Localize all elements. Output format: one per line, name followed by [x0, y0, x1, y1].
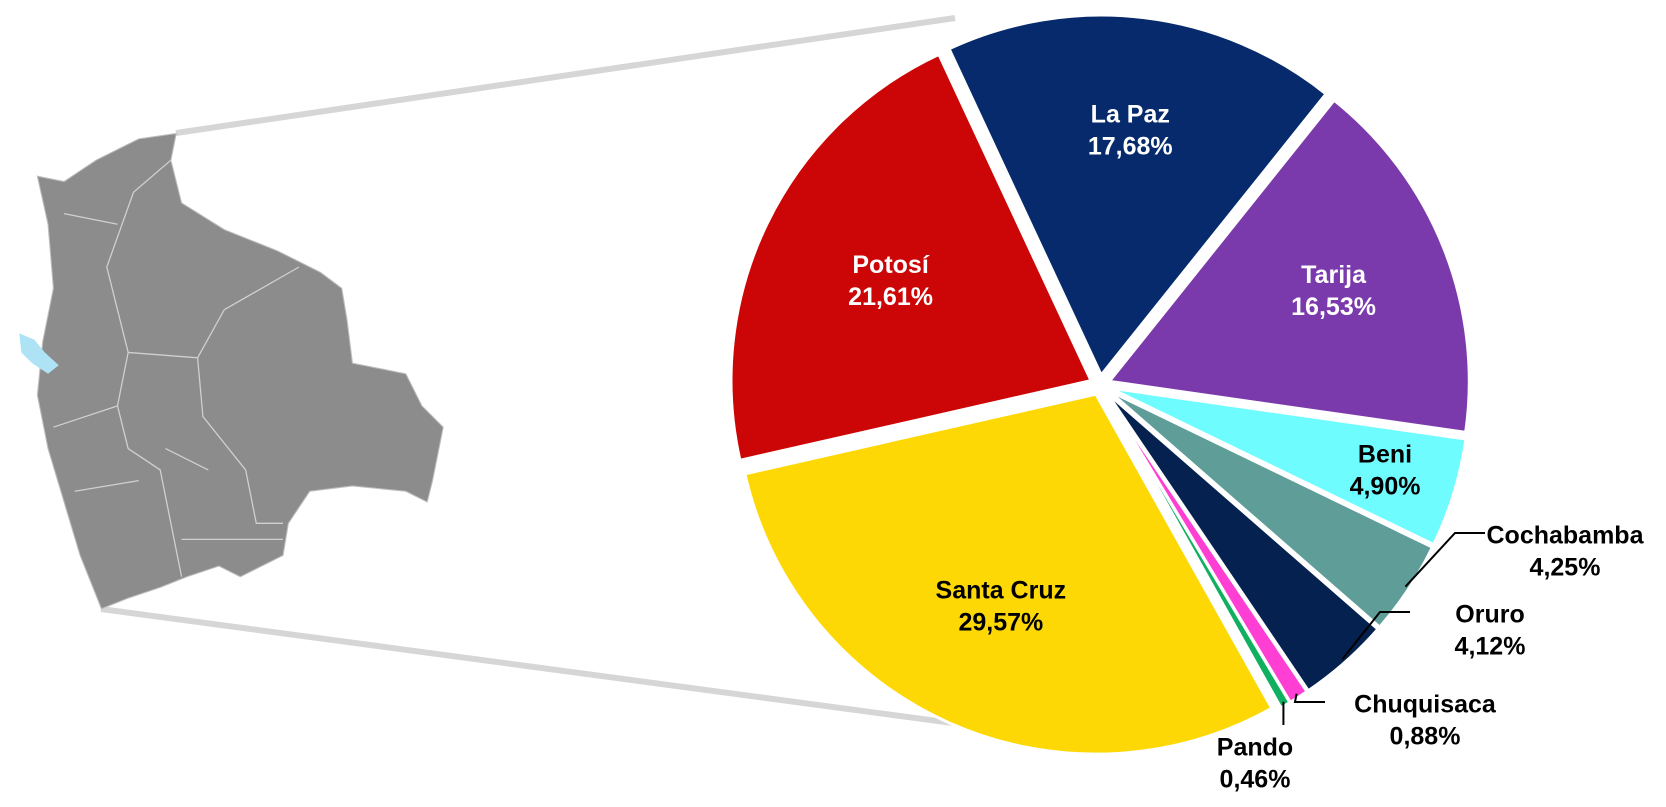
slice-label: Potosí — [852, 251, 929, 279]
pie-slice — [1108, 386, 1468, 547]
slice-value-label: 4,25% — [1530, 554, 1601, 582]
slice-label: Tarija — [1301, 261, 1367, 289]
slice-label: Chuquisaca — [1354, 691, 1497, 719]
leader-line — [1404, 532, 1485, 588]
pie-slice — [947, 13, 1329, 378]
slice-label: Pando — [1217, 734, 1293, 762]
slice-value-label: 0,46% — [1220, 766, 1291, 794]
slice-label: Oruro — [1455, 601, 1524, 629]
slice-value-label: 16,53% — [1291, 293, 1376, 321]
slice-value-label: 4,12% — [1455, 633, 1526, 661]
slice-value-label: 0,88% — [1390, 723, 1461, 751]
pie-slice — [1103, 392, 1292, 710]
slice-value-label: 17,68% — [1088, 133, 1173, 161]
slice-value-label: 4,90% — [1350, 473, 1421, 501]
pie-slice — [729, 52, 1094, 463]
pie-slice — [1106, 98, 1471, 435]
pie: La Paz 17,68% Tarija 16,53% Beni 4,90% Cochaba… — [729, 13, 1645, 794]
map — [19, 132, 444, 610]
pie-slice — [1105, 391, 1381, 693]
department-borders — [53, 159, 300, 577]
slice-label: Santa Cruz — [936, 577, 1067, 605]
slice-label: La Paz — [1091, 101, 1170, 129]
slice-value-label: 29,57% — [958, 609, 1043, 637]
leader-line — [1341, 611, 1410, 660]
slice-label: Beni — [1358, 441, 1412, 469]
map-connectors — [100, 15, 1058, 740]
slice-value-label: 21,61% — [848, 283, 933, 311]
leader-line — [1293, 693, 1325, 703]
slice-label: Cochabamba — [1487, 522, 1645, 550]
bolivia-map — [36, 132, 444, 610]
connector — [175, 15, 956, 136]
connector — [100, 606, 1058, 740]
lake — [19, 333, 59, 374]
pie-slice — [743, 392, 1274, 756]
pie-slice — [1107, 389, 1435, 630]
